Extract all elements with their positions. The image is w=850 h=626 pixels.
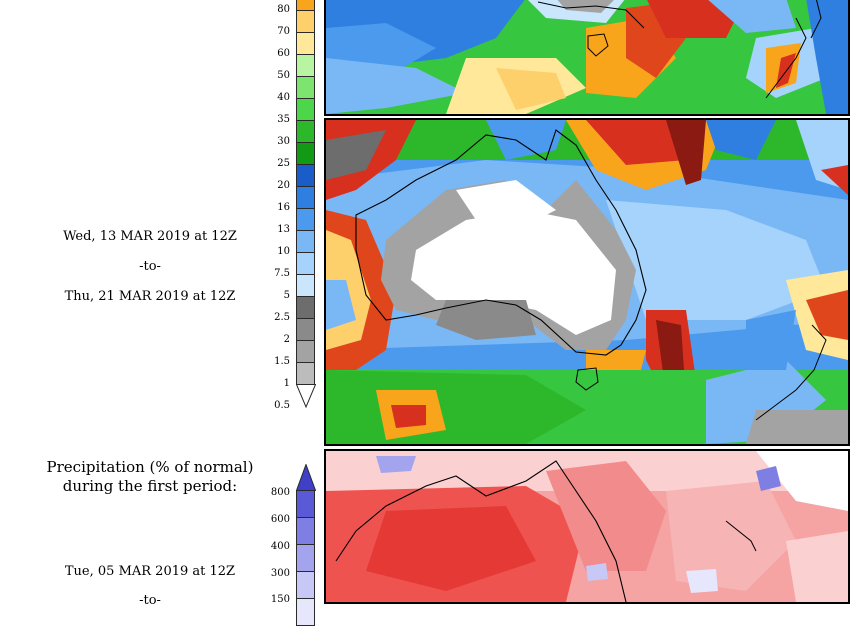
upper-legend-tick-label: 50 xyxy=(277,70,290,81)
lower-legend-tick-label: 800 xyxy=(270,487,290,498)
upper-legend-tick-label: 60 xyxy=(277,48,290,59)
upper-legend-swatch xyxy=(296,76,315,99)
top-precip-map xyxy=(324,0,850,116)
lower-legend-swatch xyxy=(296,571,315,599)
upper-legend-tick-label: 2.5 xyxy=(274,312,290,323)
upper-legend-swatch xyxy=(296,120,315,143)
upper-legend-swatch xyxy=(296,208,315,231)
middle-period-label: Wed, 13 MAR 2019 at 12Z -to- Thu, 21 MAR… xyxy=(0,229,300,304)
lower-legend-tick-label: 300 xyxy=(270,568,290,579)
upper-legend-tick-label: 80 xyxy=(277,4,290,15)
upper-legend-tick-label: 35 xyxy=(277,114,290,125)
upper-legend-swatch xyxy=(296,362,315,385)
upper-legend-swatch xyxy=(296,54,315,77)
lower-legend-swatch xyxy=(296,490,315,518)
upper-legend-tick-label: 10 xyxy=(277,246,290,257)
upper-legend-tick-label: 70 xyxy=(277,26,290,37)
lower-legend-arrow xyxy=(296,464,316,491)
lower-color-legend xyxy=(296,464,316,626)
upper-legend-swatch xyxy=(296,318,315,341)
upper-legend-tick-label: 7.5 xyxy=(274,268,290,279)
upper-legend-swatch xyxy=(296,98,315,121)
upper-legend-swatch xyxy=(296,340,315,363)
upper-legend-tick-label: 1.5 xyxy=(274,356,290,367)
lower-section-label: Precipitation (% of normal) during the f… xyxy=(0,458,300,496)
middle-period-to: -to- xyxy=(139,259,161,274)
upper-legend-tick-label: 5 xyxy=(283,290,290,301)
upper-legend-tick-label: 20 xyxy=(277,180,290,191)
upper-legend-tick-label: 25 xyxy=(277,158,290,169)
upper-legend-tick-label: 40 xyxy=(277,92,290,103)
lower-period-start: Tue, 05 MAR 2019 at 12Z xyxy=(64,564,236,579)
lower-legend-tick-label: 400 xyxy=(270,541,290,552)
lower-heading-line1: Precipitation (% of normal) xyxy=(46,458,254,476)
upper-legend-swatch xyxy=(296,186,315,209)
top-map-graphic xyxy=(326,0,848,114)
upper-legend-tick-label: 13 xyxy=(277,224,290,235)
upper-legend-tick-label: 2 xyxy=(283,334,290,345)
middle-period-end: Thu, 21 MAR 2019 at 12Z xyxy=(64,289,236,304)
upper-legend-swatch xyxy=(296,32,315,55)
upper-legend-tick-label: 1 xyxy=(283,378,290,389)
upper-legend-tick-label: 0.5 xyxy=(274,400,290,411)
bottom-map-graphic xyxy=(326,451,848,602)
upper-legend-arrow xyxy=(296,384,316,408)
lower-legend-tick-label: 600 xyxy=(270,514,290,525)
middle-precip-map xyxy=(324,118,850,446)
upper-legend-swatch xyxy=(296,10,315,33)
upper-legend-tick-label: 16 xyxy=(277,202,290,213)
upper-legend-tick-label: 30 xyxy=(277,136,290,147)
lower-heading-line2: during the first period: xyxy=(62,477,238,495)
lower-legend-swatch xyxy=(296,517,315,545)
middle-period-start: Wed, 13 MAR 2019 at 12Z xyxy=(63,229,237,244)
middle-map-graphic xyxy=(326,120,848,444)
lower-legend-swatch xyxy=(296,544,315,572)
upper-legend-swatch xyxy=(296,142,315,165)
upper-legend-swatch xyxy=(296,164,315,187)
bottom-percent-normal-map xyxy=(324,449,850,604)
lower-legend-swatch xyxy=(296,598,315,626)
